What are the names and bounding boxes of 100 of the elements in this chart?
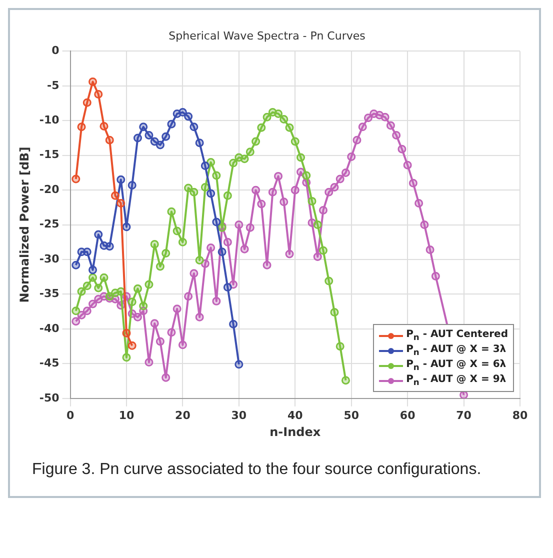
point	[156, 140, 164, 150]
y-tick-label: -25	[39, 218, 60, 231]
point	[274, 109, 283, 118]
point	[296, 153, 306, 162]
point	[77, 287, 86, 296]
point	[77, 122, 86, 132]
y-tick-label: -35	[39, 287, 60, 300]
point	[184, 184, 193, 192]
point	[167, 120, 176, 128]
x-tick-label: 0	[66, 408, 74, 422]
x-tick-label: 40	[287, 408, 304, 422]
point	[105, 136, 114, 144]
point	[122, 328, 131, 338]
point	[190, 188, 198, 196]
point	[144, 280, 154, 289]
point	[82, 98, 92, 107]
point	[318, 246, 328, 255]
chart-title: Spherical Wave Spectra - Pn Curves	[168, 29, 366, 42]
point	[94, 90, 103, 99]
point	[257, 123, 266, 132]
point	[139, 122, 148, 132]
point	[290, 137, 300, 146]
point	[94, 284, 103, 292]
x-tick-label: 20	[175, 408, 191, 422]
point	[262, 112, 272, 122]
point	[178, 238, 187, 246]
x-axis-title: n-Index	[270, 424, 321, 439]
point	[139, 302, 148, 310]
point	[200, 183, 210, 192]
point	[100, 273, 108, 282]
point	[280, 115, 288, 124]
x-tick-label: 10	[118, 408, 134, 422]
point	[150, 240, 159, 248]
point	[156, 262, 164, 271]
point	[105, 242, 114, 251]
point	[122, 353, 131, 362]
point	[122, 222, 131, 232]
point	[184, 112, 193, 121]
point	[82, 248, 92, 256]
point	[229, 158, 238, 168]
y-tick-label: -15	[39, 148, 60, 162]
point	[190, 122, 198, 132]
y-tick-label: -30	[39, 252, 60, 266]
legend-label: P$_{n}$ - AUT @ X = 9λ	[406, 374, 506, 388]
point	[110, 191, 120, 200]
point	[212, 218, 221, 226]
point	[144, 130, 154, 140]
point	[88, 266, 98, 274]
y-tick-label: -45	[39, 356, 60, 370]
point	[313, 220, 322, 230]
point	[82, 282, 92, 290]
legend-label: P$_{n}$ - AUT @ X = 3λ	[406, 344, 506, 358]
point	[167, 207, 176, 216]
point	[133, 134, 142, 142]
point	[218, 248, 226, 256]
point	[128, 341, 136, 350]
point	[223, 191, 232, 200]
point	[206, 158, 216, 167]
caption: Figure 3. Pn curve associated to the four source configurations.	[32, 460, 482, 480]
point	[240, 154, 249, 164]
point	[195, 138, 204, 148]
point	[200, 162, 210, 170]
x-tick-label: 60	[400, 408, 416, 422]
point	[234, 360, 244, 369]
point	[172, 226, 182, 236]
point	[72, 174, 80, 184]
point	[116, 175, 126, 184]
point	[88, 273, 98, 282]
point	[72, 260, 80, 270]
point	[252, 137, 260, 146]
x-tick-label: 80	[512, 408, 528, 422]
point	[336, 342, 344, 351]
x-tick-label: 50	[344, 408, 360, 422]
point	[128, 298, 136, 306]
legend-label: P$_{n}$ - AUT Centered	[406, 329, 508, 342]
point	[94, 230, 103, 239]
point	[88, 78, 98, 86]
y-tick-label: -20	[39, 182, 60, 196]
point	[162, 132, 170, 141]
y-tick-label: -40	[39, 322, 60, 335]
y-tick-label: -10	[39, 114, 60, 126]
point	[128, 180, 136, 190]
point	[116, 199, 126, 208]
point	[324, 276, 334, 286]
point	[100, 122, 108, 130]
point	[285, 123, 294, 132]
y-tick-label: 0	[52, 44, 60, 58]
point	[302, 171, 311, 180]
point	[72, 306, 80, 316]
point	[212, 171, 221, 180]
point	[330, 308, 339, 317]
point	[162, 249, 170, 258]
x-tick-label: 70	[456, 408, 472, 422]
point	[229, 320, 238, 328]
y-tick-label: -5	[47, 78, 60, 92]
point	[133, 284, 142, 293]
point	[308, 196, 316, 206]
point	[206, 189, 216, 198]
point	[223, 283, 232, 292]
x-tick-label: 30	[231, 408, 247, 422]
